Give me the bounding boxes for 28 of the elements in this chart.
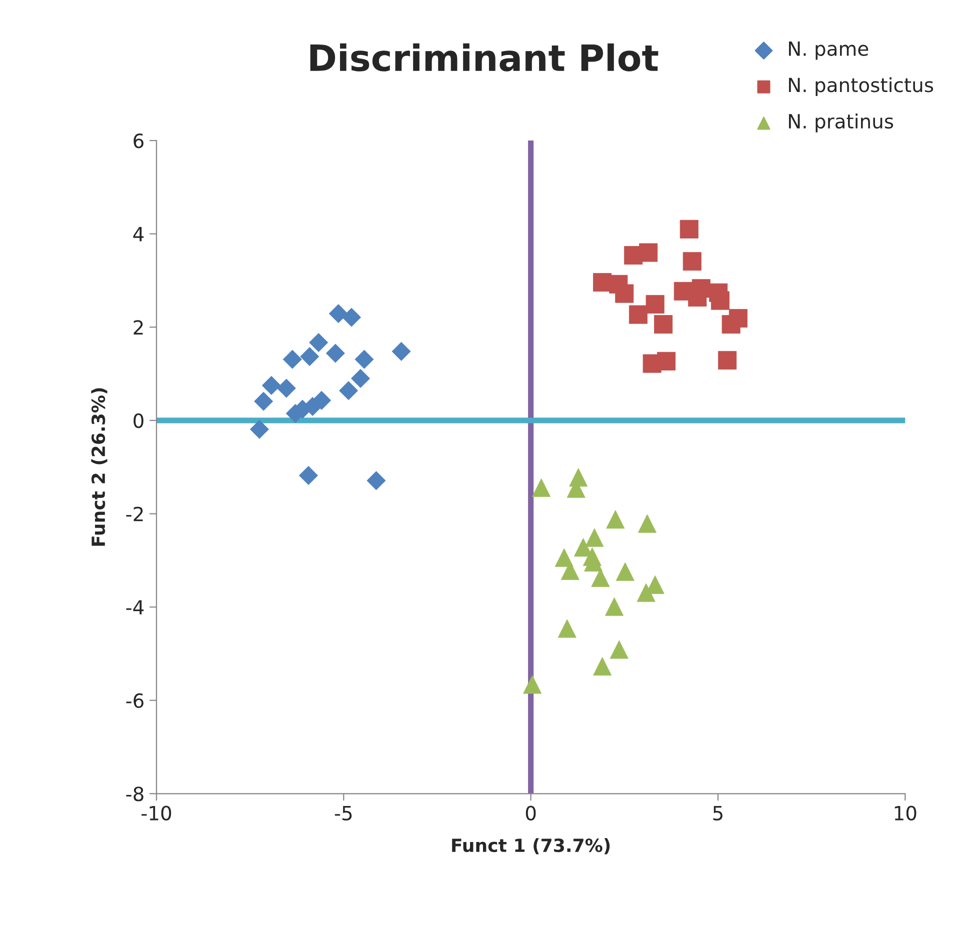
point — [254, 392, 274, 411]
legend-label: N. pratinus — [788, 114, 894, 132]
y-tick-label: -8 — [126, 786, 144, 802]
point — [366, 471, 386, 490]
chart-title: Discriminant Plot — [310, 43, 658, 72]
y-tick-label: 4 — [133, 227, 144, 242]
y-tick-label: -2 — [126, 506, 143, 522]
point — [657, 352, 676, 370]
y-tick-label: -4 — [126, 600, 144, 614]
x-tick-label: 10 — [894, 806, 916, 820]
y-tick-label: -6 — [126, 693, 144, 708]
y-tick-label: 2 — [134, 320, 143, 335]
y-axis-title: Funct 2 (26.3%) — [91, 388, 108, 546]
x-tick-label: 0 — [526, 806, 536, 820]
point — [342, 308, 362, 327]
legend-label: N. pantostictus — [788, 77, 934, 96]
point — [680, 220, 698, 238]
y-tick-label: 6 — [134, 134, 144, 148]
point — [298, 466, 318, 486]
point — [282, 350, 302, 369]
point — [309, 333, 328, 352]
y-tick-label: 0 — [134, 413, 144, 428]
x-axis-title: Funct 1 (73.7%) — [452, 838, 610, 854]
point — [628, 305, 648, 324]
x-tick-label: 5 — [713, 806, 722, 820]
x-tick-label: -5 — [334, 806, 352, 820]
x-tick-label: -10 — [142, 806, 172, 820]
legend-label: N. pame — [788, 42, 868, 60]
